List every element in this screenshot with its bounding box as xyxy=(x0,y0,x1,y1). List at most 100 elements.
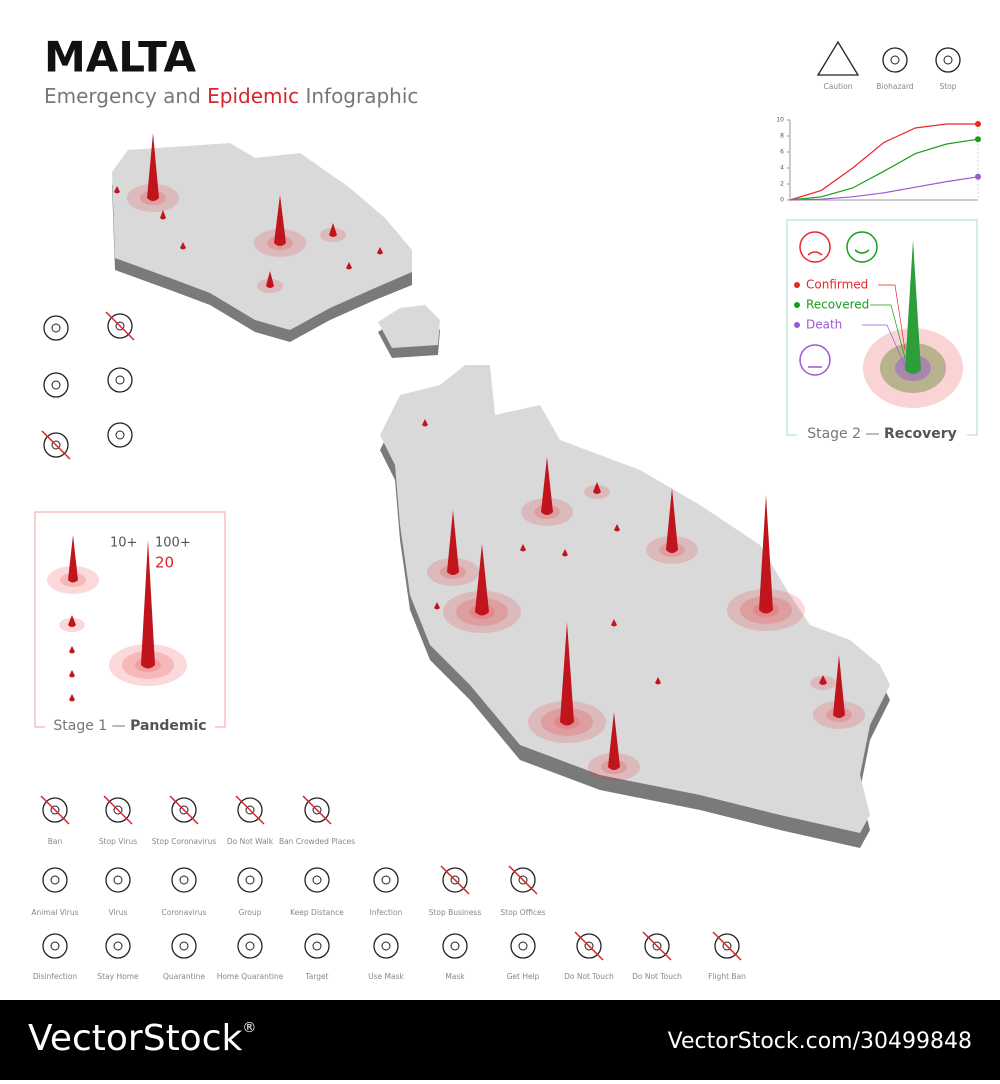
icon-slash xyxy=(169,795,199,825)
icon-label: Target xyxy=(304,972,328,981)
spike xyxy=(147,133,159,201)
legend-dot xyxy=(794,302,800,308)
spike xyxy=(422,419,428,427)
spike xyxy=(541,457,553,515)
icon-label: Do Not Touch xyxy=(632,972,682,981)
icon xyxy=(171,933,197,959)
spike xyxy=(593,482,601,494)
icon xyxy=(722,941,732,951)
icon-slash xyxy=(508,865,538,895)
icon-label: Ban xyxy=(48,837,63,846)
icon xyxy=(652,941,662,951)
y-tick-label: 8 xyxy=(780,133,784,140)
icon xyxy=(584,941,594,951)
spike xyxy=(68,615,76,627)
icon xyxy=(576,933,602,959)
icon xyxy=(115,321,125,331)
spike xyxy=(759,495,773,614)
icon xyxy=(179,875,189,885)
watermark-url: VectorStock.com/30499848 xyxy=(668,1029,972,1054)
icon-slash xyxy=(440,865,470,895)
spike xyxy=(562,549,568,557)
icon xyxy=(518,875,528,885)
end-dot xyxy=(975,121,981,127)
caption-strong: Recovery xyxy=(884,426,957,442)
caption-bg xyxy=(45,718,215,734)
spike xyxy=(560,622,574,726)
spike xyxy=(266,271,274,288)
series-line xyxy=(789,176,979,201)
icon xyxy=(245,875,255,885)
spike xyxy=(377,247,383,255)
caption-part: Stage 2 — xyxy=(807,426,884,442)
big-spike-count: 20 xyxy=(155,554,174,572)
top-icon-label: Caution xyxy=(824,82,853,91)
brand-mark: ® xyxy=(242,1020,256,1036)
icon xyxy=(107,367,133,393)
icon xyxy=(450,875,460,885)
icon xyxy=(115,375,125,385)
icon-label: Stop Offices xyxy=(500,908,545,917)
spike xyxy=(475,544,489,616)
icon-slash xyxy=(40,795,70,825)
spike xyxy=(69,646,75,654)
icon xyxy=(304,797,330,823)
icon-label: Stop Business xyxy=(429,908,482,917)
legend-label: Recovered xyxy=(806,298,869,312)
icon-label: Animal Virus xyxy=(31,908,78,917)
spike xyxy=(69,670,75,678)
icon xyxy=(381,941,391,951)
icon xyxy=(43,315,69,341)
icon xyxy=(50,875,60,885)
icon xyxy=(373,867,399,893)
legend-leader xyxy=(878,284,906,351)
icon xyxy=(245,805,255,815)
icon xyxy=(50,805,60,815)
icon xyxy=(115,430,125,440)
y-tick-label: 0 xyxy=(780,197,784,204)
icon xyxy=(43,372,69,398)
icon xyxy=(107,313,133,339)
caption-part: Stage 1 — xyxy=(53,718,130,734)
icon-label: Virus xyxy=(109,908,128,917)
spike xyxy=(833,655,845,718)
spike xyxy=(329,223,337,237)
icon-label: Group xyxy=(239,908,262,917)
spike xyxy=(434,602,440,610)
icon xyxy=(714,933,740,959)
spike xyxy=(68,535,78,583)
subtitle-part: Infographic xyxy=(299,84,418,108)
legend-dot xyxy=(794,282,800,288)
icon-label: Coronavirus xyxy=(162,908,207,917)
subtitle-highlight: Epidemic xyxy=(207,84,299,108)
icon xyxy=(510,933,536,959)
icon xyxy=(42,933,68,959)
map-malta xyxy=(380,365,890,848)
icon xyxy=(50,941,60,951)
icon xyxy=(442,867,468,893)
icon-label: Stop Coronavirus xyxy=(152,837,216,846)
icon-label: Home Quarantine xyxy=(217,972,284,981)
icon xyxy=(237,797,263,823)
icon xyxy=(107,422,133,448)
map-gozo xyxy=(112,143,412,342)
end-dot xyxy=(975,173,981,180)
icon xyxy=(237,867,263,893)
icon xyxy=(882,47,908,73)
icon xyxy=(42,797,68,823)
legend-dot xyxy=(794,322,800,328)
icon xyxy=(304,933,330,959)
icon xyxy=(510,867,536,893)
icon xyxy=(105,867,131,893)
icon-label: Quarantine xyxy=(163,972,205,981)
y-tick-label: 6 xyxy=(780,149,784,156)
icon-label: Infection xyxy=(370,908,403,917)
icon xyxy=(51,440,61,450)
icon-slash xyxy=(574,931,604,961)
icon xyxy=(43,432,69,458)
icon xyxy=(890,55,900,65)
icon xyxy=(179,805,189,815)
icon xyxy=(51,323,61,333)
spike xyxy=(611,619,617,627)
spike xyxy=(520,544,526,552)
